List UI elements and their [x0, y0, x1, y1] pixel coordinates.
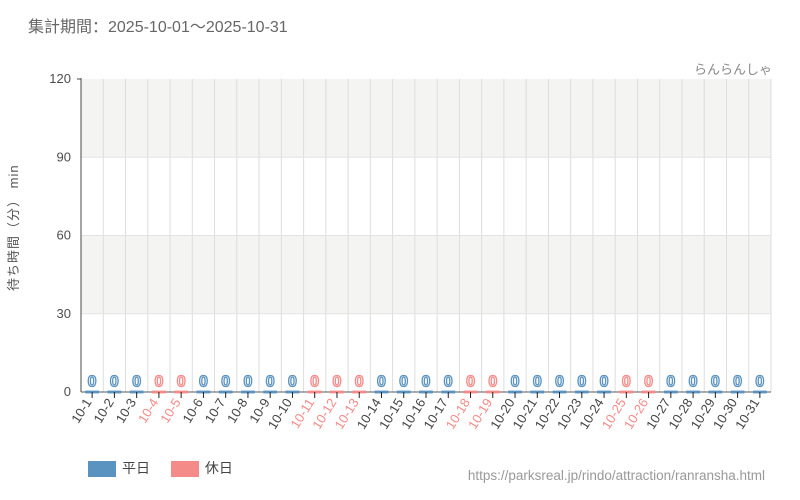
svg-text:0: 0 — [711, 374, 720, 391]
svg-text:0: 0 — [555, 374, 564, 391]
svg-text:10-5: 10-5 — [157, 396, 184, 426]
svg-text:120: 120 — [49, 71, 71, 86]
svg-text:0: 0 — [622, 374, 631, 391]
svg-text:0: 0 — [600, 374, 609, 391]
svg-text:10-4: 10-4 — [135, 396, 162, 426]
svg-text:0: 0 — [110, 374, 119, 391]
svg-text:10-6: 10-6 — [179, 396, 206, 426]
svg-text:10-3: 10-3 — [113, 396, 140, 426]
svg-text:0: 0 — [199, 374, 208, 391]
svg-text:10-1: 10-1 — [68, 396, 95, 426]
svg-text:0: 0 — [132, 374, 141, 391]
svg-text:0: 0 — [755, 374, 764, 391]
svg-text:0: 0 — [177, 374, 186, 391]
svg-text:0: 0 — [488, 374, 497, 391]
svg-text:0: 0 — [310, 374, 319, 391]
svg-text:90: 90 — [57, 149, 71, 164]
svg-text:0: 0 — [221, 374, 230, 391]
svg-text:0: 0 — [377, 374, 386, 391]
svg-text:0: 0 — [733, 374, 742, 391]
svg-text:10-10: 10-10 — [265, 396, 295, 432]
svg-text:0: 0 — [243, 374, 252, 391]
svg-text:0: 0 — [533, 374, 542, 391]
svg-text:0: 0 — [88, 374, 97, 391]
svg-text:60: 60 — [57, 228, 71, 243]
svg-text:10-7: 10-7 — [202, 396, 229, 426]
svg-text:0: 0 — [577, 374, 586, 391]
svg-text:0: 0 — [64, 384, 71, 399]
svg-text:0: 0 — [666, 374, 675, 391]
svg-text:30: 30 — [57, 306, 71, 321]
svg-text:0: 0 — [466, 374, 475, 391]
svg-text:0: 0 — [689, 374, 698, 391]
svg-text:0: 0 — [266, 374, 275, 391]
svg-text:10-31: 10-31 — [732, 396, 762, 432]
svg-text:0: 0 — [444, 374, 453, 391]
svg-text:0: 0 — [399, 374, 408, 391]
svg-text:10-2: 10-2 — [90, 396, 117, 426]
svg-text:0: 0 — [644, 374, 653, 391]
svg-text:0: 0 — [422, 374, 431, 391]
svg-text:0: 0 — [288, 374, 297, 391]
svg-text:0: 0 — [511, 374, 520, 391]
svg-text:0: 0 — [154, 374, 163, 391]
svg-text:10-8: 10-8 — [224, 396, 251, 426]
svg-text:0: 0 — [333, 374, 342, 391]
svg-text:0: 0 — [355, 374, 364, 391]
